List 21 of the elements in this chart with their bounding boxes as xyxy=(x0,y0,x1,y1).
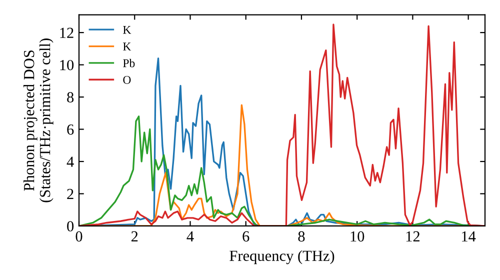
x-tick-label: 12 xyxy=(406,231,420,242)
y-axis-title: Phonon projected DOS (States/THz·primitive cell) xyxy=(23,38,54,202)
x-tick-label: 10 xyxy=(350,231,364,242)
legend-label: Pb xyxy=(123,58,135,68)
x-tick-label: 6 xyxy=(242,231,250,242)
x-tick-label: 0 xyxy=(76,231,82,242)
x-tick-label: 2 xyxy=(131,231,138,242)
legend-label: O xyxy=(123,76,131,84)
y-tick-label: 2 xyxy=(67,188,74,200)
legend-label: K xyxy=(123,42,132,50)
y-tick-label: 0 xyxy=(67,221,74,232)
y-tick-label: 4 xyxy=(66,156,74,167)
y-tick-label: 8 xyxy=(67,92,74,102)
x-tick-label: 8 xyxy=(298,231,305,242)
y-tick-label: 6 xyxy=(67,124,74,135)
x-axis-title: Frequency (THz) xyxy=(230,250,334,264)
x-tick-label: 14 xyxy=(462,231,476,242)
y-tick-label: 10 xyxy=(60,60,74,70)
legend-label: K xyxy=(123,26,132,34)
x-tick-label: 4 xyxy=(186,231,194,242)
y-tick-label: 12 xyxy=(60,28,74,38)
